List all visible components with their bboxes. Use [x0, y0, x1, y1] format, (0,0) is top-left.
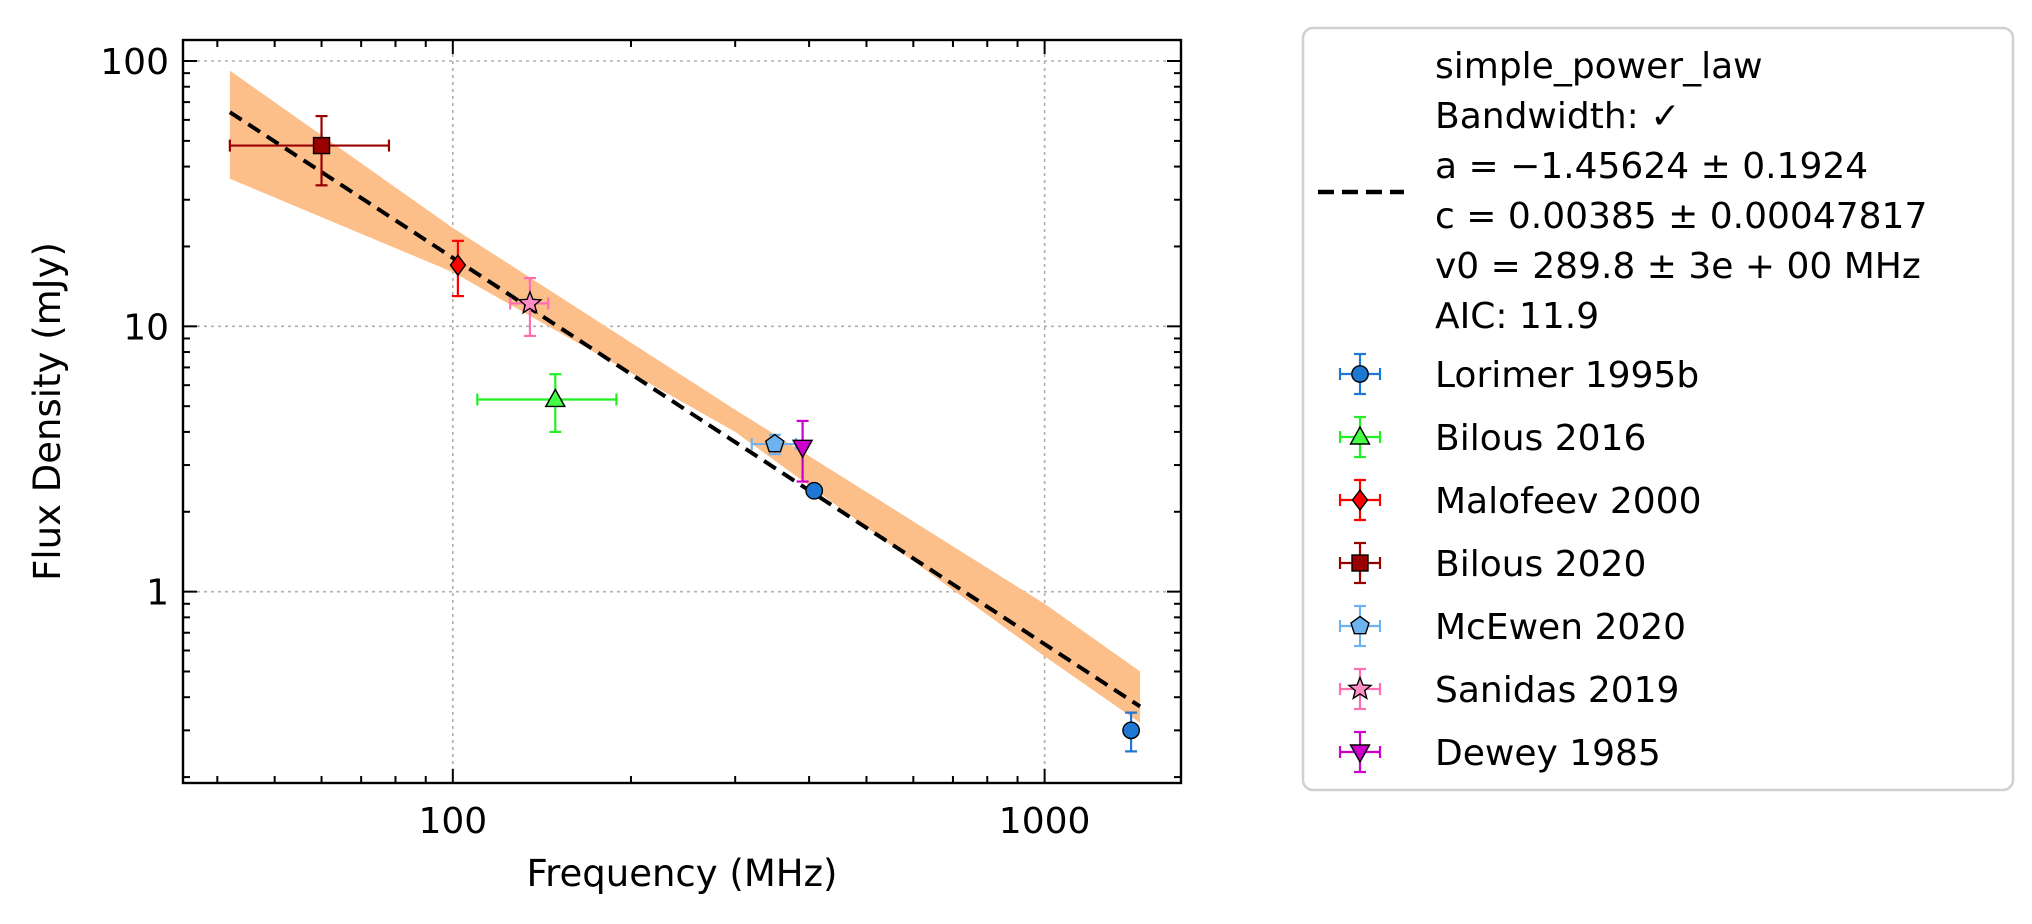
- data-point: [544, 388, 567, 408]
- series-lorimer-1995b: [805, 481, 1140, 753]
- legend-marker: [1351, 488, 1369, 512]
- legend-label: McEwen 2020: [1435, 607, 1686, 648]
- y-tick-label: 100: [100, 42, 169, 83]
- data-point: [1122, 721, 1140, 740]
- legend-marker: [1349, 425, 1371, 445]
- legend-marker: [1351, 365, 1369, 383]
- series-dewey-1985: [791, 419, 814, 483]
- series-malofeev-2000: [449, 239, 467, 298]
- data-point: [312, 136, 331, 155]
- fit-band: [229, 70, 1141, 723]
- legend-label: Dewey 1985: [1435, 733, 1661, 774]
- data-point: [764, 433, 785, 453]
- legend-item: Sanidas 2019: [1338, 667, 1679, 711]
- legend-box: [1301, 26, 2015, 792]
- legend-item: Malofeev 2000: [1338, 478, 1701, 522]
- legend-marker: [1351, 554, 1369, 572]
- legend-marker: [1350, 615, 1370, 635]
- legend-label: Lorimer 1995b: [1435, 355, 1699, 396]
- plot-area: 100 1000 1 10 100 Frequency (MHz) Flux Density…: [26, 38, 1183, 895]
- y-tick-label: 10: [123, 307, 169, 348]
- legend-fit-line: c = 0.00385 ± 0.00047817: [1435, 196, 1927, 237]
- legend-item: Lorimer 1995b: [1338, 352, 1699, 396]
- data-point: [805, 481, 824, 500]
- legend-label: Bilous 2016: [1435, 418, 1646, 459]
- series-bilous-2020: [228, 114, 391, 187]
- series-sanidas-2019: [509, 276, 550, 338]
- data-point: [791, 439, 814, 459]
- legend-fit-line: a = −1.45624 ± 0.1924: [1435, 146, 1868, 187]
- legend-fit-line: AIC: 11.9: [1435, 296, 1599, 337]
- legend-item: McEwen 2020: [1338, 604, 1686, 648]
- y-tick-label: 1: [146, 573, 169, 614]
- legend-item: Dewey 1985: [1338, 730, 1661, 774]
- legend-fit-line: v0 = 289.8 ± 3e + 00 MHz: [1435, 246, 1921, 287]
- legend-marker: [1349, 744, 1371, 764]
- legend-fit-line: Bandwidth: ✓: [1435, 96, 1680, 137]
- legend-fit-line: simple_power_law: [1435, 46, 1763, 87]
- legend-label: Malofeev 2000: [1435, 481, 1701, 522]
- x-tick-label: 1000: [999, 801, 1091, 842]
- legend-item: Bilous 2016: [1338, 415, 1646, 459]
- legend-marker: [1347, 675, 1373, 700]
- fit-line: [228, 110, 1142, 709]
- series-bilous-2016: [476, 373, 618, 434]
- axes-frame: [181, 38, 1183, 785]
- x-tick-label: 100: [418, 801, 487, 842]
- x-axis-label: Frequency (MHz): [527, 852, 838, 895]
- legend-label: Sanidas 2019: [1435, 670, 1679, 711]
- legend: simple_power_law Bandwidth: ✓ a = −1.45624…: [1301, 26, 2015, 792]
- legend-label: Bilous 2020: [1435, 544, 1646, 585]
- data-point: [449, 254, 467, 277]
- data-layer: [228, 70, 1142, 753]
- y-axis-label: Flux Density (mJy): [26, 242, 69, 581]
- legend-item: Bilous 2020: [1338, 541, 1646, 585]
- data-point: [517, 290, 543, 315]
